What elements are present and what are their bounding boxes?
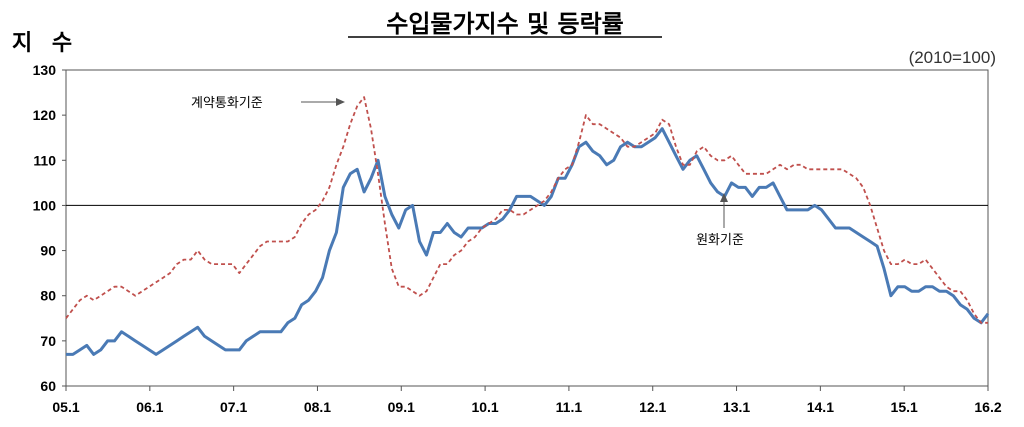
- y-ticks: 60 70 80 90 100 110 120 130: [33, 62, 66, 394]
- y-tick-label: 60: [40, 378, 56, 394]
- x-tick-label: 16.2: [974, 399, 1001, 415]
- x-tick-label: 14.1: [807, 399, 834, 415]
- plot-frame: [65, 69, 989, 387]
- series-line-won-basis: [66, 127, 990, 356]
- x-tick-label: 15.1: [891, 399, 918, 415]
- x-tick-label: 09.1: [388, 399, 415, 415]
- x-tick-label: 10.1: [471, 399, 498, 415]
- y-axis-label: 지 수: [12, 31, 78, 56]
- annotations: 계약통화기준 원화기준: [191, 96, 744, 248]
- x-tick-label: 06.1: [136, 399, 163, 415]
- x-tick-label: 12.1: [639, 399, 666, 415]
- x-tick-label: 07.1: [220, 399, 247, 415]
- y-tick-label: 120: [33, 107, 57, 123]
- y-tick-label: 70: [40, 333, 56, 349]
- y-tick-label: 90: [40, 243, 56, 259]
- series-group: [65, 96, 990, 356]
- y-tick-label: 100: [33, 197, 57, 213]
- chart-title: 수입물가지수 및 등락률: [386, 10, 624, 38]
- x-tick-label: 13.1: [723, 399, 750, 415]
- plot-area: 60 70 80 90 100 110 120 130 05.1 06.1 07.1 08.1 09.…: [33, 62, 1002, 415]
- annotation-contract-arrow: [301, 98, 345, 106]
- x-tick-label: 05.1: [52, 399, 79, 415]
- x-ticks: 05.1 06.1 07.1 08.1 09.1 10.1 11.1 12.1 13.1 14.1…: [52, 386, 1002, 415]
- annotation-contract-currency: 계약통화기준: [191, 96, 263, 111]
- x-tick-label: 11.1: [556, 399, 583, 415]
- base-year-note: (2010=100): [909, 48, 996, 67]
- annotation-won-arrow: [720, 193, 728, 228]
- y-tick-label: 130: [33, 62, 57, 78]
- annotation-won-basis: 원화기준: [696, 233, 744, 248]
- series-line-contract-currency: [65, 96, 988, 324]
- chart-title-group: 수입물가지수 및 등락률: [348, 10, 662, 38]
- x-tick-label: 08.1: [304, 399, 331, 415]
- y-tick-label: 80: [40, 288, 56, 304]
- y-tick-label: 110: [33, 152, 56, 168]
